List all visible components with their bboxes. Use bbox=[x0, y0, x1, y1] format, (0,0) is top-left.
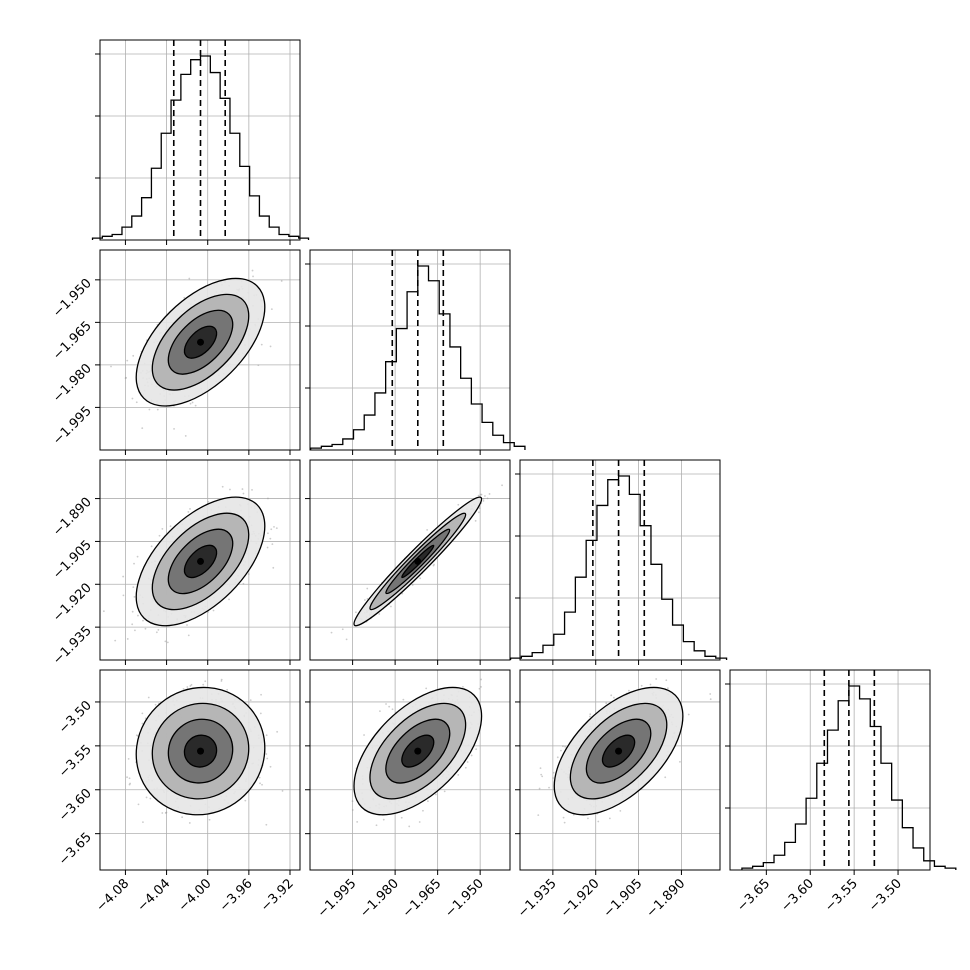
x-tick-label: −3.50 bbox=[866, 876, 905, 915]
x-tick-label: −4.04 bbox=[135, 876, 174, 915]
x-tick-label: −4.00 bbox=[176, 876, 215, 915]
panel-1-0: −1.995−1.980−1.965−1.950 bbox=[50, 249, 301, 455]
density-peak bbox=[414, 557, 422, 565]
panel-frame bbox=[99, 459, 301, 661]
panel-0-0 bbox=[91, 39, 310, 245]
y-tick-label: −1.950 bbox=[50, 276, 95, 321]
y-tick-label: −1.980 bbox=[50, 361, 95, 406]
histogram-step bbox=[91, 55, 310, 240]
panel-frame bbox=[519, 669, 721, 871]
x-tick-label: −3.65 bbox=[734, 876, 773, 915]
x-tick-label: −3.96 bbox=[217, 876, 256, 915]
density-peak bbox=[615, 747, 623, 755]
x-tick-label: −3.55 bbox=[822, 876, 861, 915]
x-tick-label: −3.60 bbox=[778, 876, 817, 915]
y-tick-label: −1.965 bbox=[50, 319, 95, 364]
histogram-step bbox=[309, 265, 526, 450]
panel-frame bbox=[99, 669, 301, 871]
x-tick-label: −1.980 bbox=[357, 876, 402, 921]
x-tick-label: −1.995 bbox=[315, 876, 360, 921]
density-peak bbox=[197, 338, 205, 346]
x-tick-label: −1.950 bbox=[442, 876, 487, 921]
panel-3-0: −4.08 −4.04 −4.00 −3.96 −3.92 −3.65 −3.60 −3.55… bbox=[56, 669, 301, 915]
panel-frame bbox=[99, 39, 301, 241]
panel-2-1 bbox=[305, 459, 511, 665]
panel-frame bbox=[309, 669, 511, 871]
panel-frame bbox=[309, 249, 511, 451]
panel-frame bbox=[99, 249, 301, 451]
y-tick-label: −1.995 bbox=[50, 404, 95, 449]
y-tick-label: −1.905 bbox=[50, 538, 95, 583]
panel-2-2 bbox=[509, 459, 728, 665]
panel-2-0: −1.935−1.920−1.905−1.890 bbox=[50, 459, 301, 668]
y-tick-label: −3.60 bbox=[56, 786, 95, 825]
y-tick-label: −3.50 bbox=[56, 698, 95, 737]
panel-3-2: −1.935−1.920−1.905−1.890 bbox=[515, 669, 721, 921]
y-tick-label: −1.935 bbox=[50, 623, 95, 668]
x-tick-label: −4.08 bbox=[93, 876, 132, 915]
y-tick-label: −1.920 bbox=[50, 581, 95, 626]
x-tick-label: −1.890 bbox=[644, 876, 689, 921]
y-tick-label: −1.890 bbox=[50, 495, 95, 540]
x-tick-label: −1.905 bbox=[601, 876, 646, 921]
panel-frame bbox=[309, 459, 511, 661]
panel-frame bbox=[519, 459, 721, 661]
x-tick-label: −3.92 bbox=[258, 876, 297, 915]
x-tick-label: −1.935 bbox=[515, 876, 560, 921]
panel-1-1 bbox=[305, 249, 526, 455]
panel-3-3: −3.65 −3.60 −3.55 −3.50 bbox=[725, 669, 957, 915]
y-tick-label: −3.65 bbox=[56, 830, 95, 869]
density-peak bbox=[414, 747, 422, 755]
y-tick-label: −3.55 bbox=[56, 742, 95, 781]
density-peak bbox=[197, 557, 205, 565]
x-tick-label: −1.920 bbox=[558, 876, 603, 921]
density-peak bbox=[197, 747, 205, 755]
histogram-step bbox=[509, 475, 728, 660]
panel-3-1: −1.995−1.980−1.965−1.950 bbox=[305, 669, 511, 921]
panel-frame bbox=[729, 669, 931, 871]
x-tick-label: −1.965 bbox=[400, 876, 445, 921]
